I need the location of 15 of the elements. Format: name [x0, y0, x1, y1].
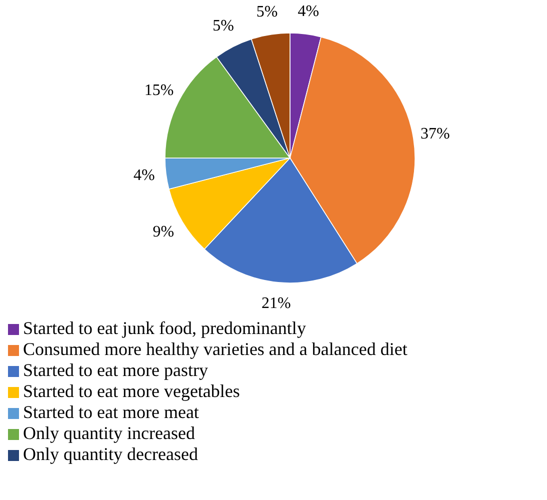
legend-label: Only quantity increased — [23, 423, 195, 443]
data-label: 9% — [152, 224, 174, 240]
data-label: 4% — [298, 2, 320, 20]
data-label: 37% — [420, 126, 450, 143]
legend-label: Started to eat more vegetables — [23, 381, 240, 401]
data-label: 5% — [212, 18, 234, 35]
legend-label: Started to eat more pastry — [23, 360, 208, 380]
data-label: 21% — [262, 295, 291, 312]
data-label: 15% — [144, 82, 174, 99]
legend-label: Started to eat more meat — [23, 402, 199, 422]
data-label: 5% — [256, 3, 278, 20]
data-label: 4% — [133, 167, 155, 184]
legend-label: Started to eat junk food, predominantly — [23, 318, 306, 338]
legend-label: Only quantity decreased — [23, 444, 198, 464]
legend-label: Consumed more healthy varieties and a balanced diet — [23, 339, 408, 359]
